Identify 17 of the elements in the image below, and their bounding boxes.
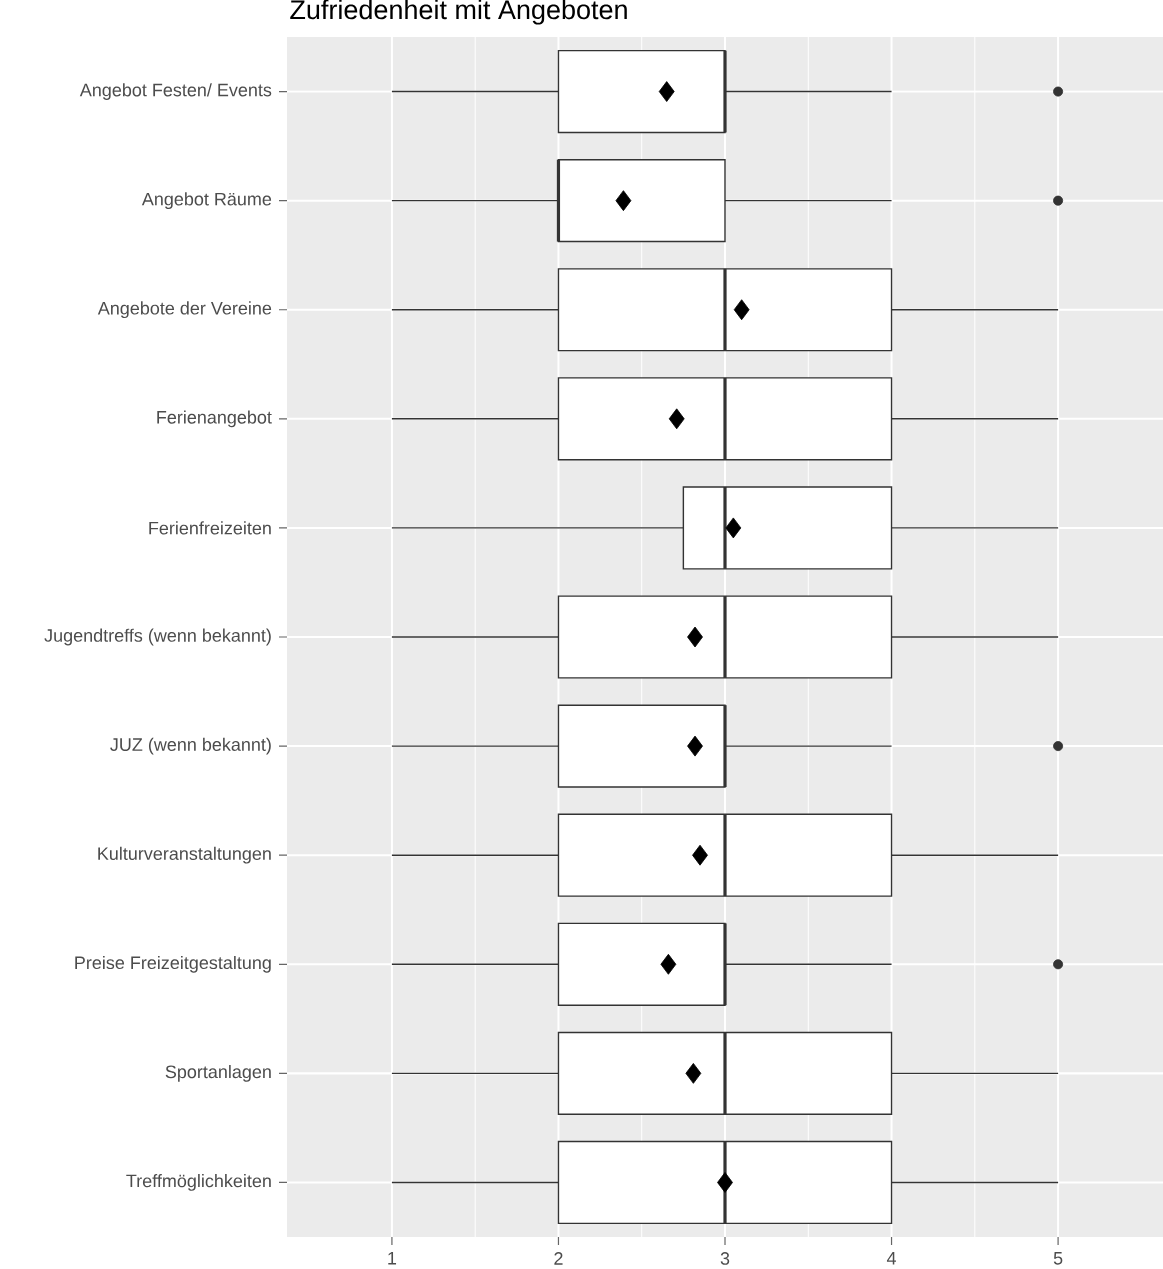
y-tick-label: Jugendtreffs (wenn bekannt) (44, 628, 271, 646)
y-tick-label: Angebot Festen/ Events (79, 83, 272, 100)
y-tick-label: Ferienfreizeiten (149, 521, 271, 535)
chart-title: Zufriedenheit mit Angeboten (290, 0, 627, 25)
y-tick-label: Kulturveranstaltungen (98, 846, 271, 864)
y-tick-label: JUZ (wenn bekannt) (110, 737, 271, 755)
y-tick-label: Treffmöglichkeiten (126, 1174, 271, 1191)
x-tick-label: 3 (720, 1252, 730, 1265)
y-tick-label: Ferienangebot (157, 410, 272, 428)
y-tick-label: Sportanlagen (165, 1064, 271, 1082)
x-tick-label: 2 (554, 1252, 563, 1265)
y-tick-label: Angebote der Vereine (97, 301, 272, 319)
x-tick-label: 4 (886, 1252, 897, 1265)
y-tick-label: Preise Freizeitgestaltung (75, 955, 271, 973)
x-tick-label: 5 (1053, 1252, 1063, 1265)
x-tick-label: 1 (388, 1252, 397, 1265)
y-tick-label: Angebot Räume (141, 192, 272, 210)
